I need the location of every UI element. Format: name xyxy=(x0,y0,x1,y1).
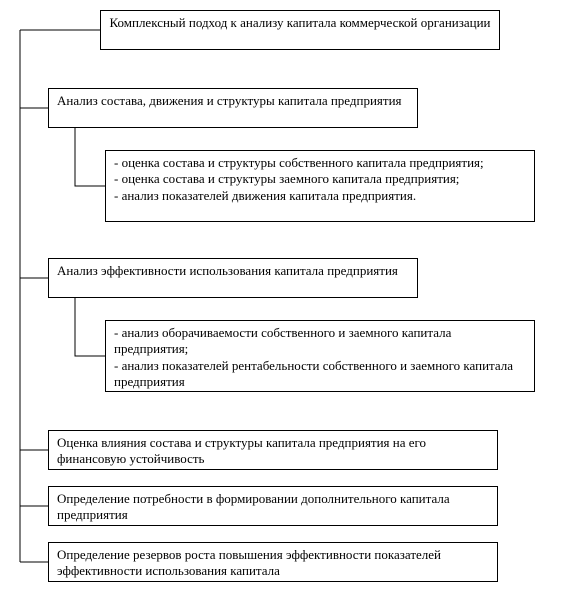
diagram-canvas: Комплексный подход к анализу капитала ко… xyxy=(0,0,561,600)
node-root: Комплексный подход к анализу капитала ко… xyxy=(100,10,500,50)
node-analysis-efficiency: Анализ эффективности использования капит… xyxy=(48,258,418,298)
node-analysis-structure-details: - оценка состава и структуры собственног… xyxy=(105,150,535,222)
node-growth-reserves: Определение резервов роста повышения эфф… xyxy=(48,542,498,582)
node-additional-capital: Определение потребности в формировании д… xyxy=(48,486,498,526)
node-financial-stability: Оценка влияния состава и структуры капит… xyxy=(48,430,498,470)
node-analysis-structure: Анализ состава, движения и структуры кап… xyxy=(48,88,418,128)
node-analysis-efficiency-details: - анализ оборачиваемости собственного и … xyxy=(105,320,535,392)
